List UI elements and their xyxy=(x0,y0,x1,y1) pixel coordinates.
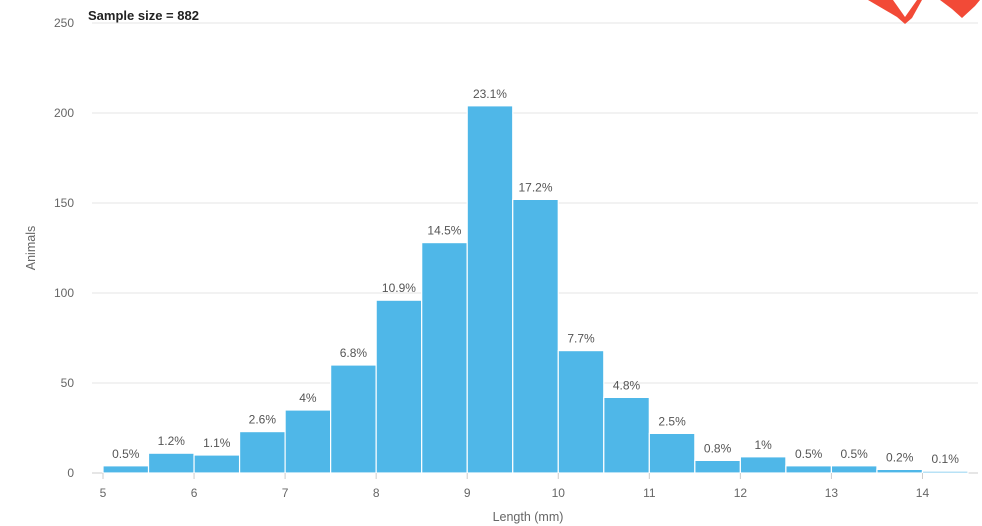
bar-percent-label: 14.5% xyxy=(427,224,461,238)
histogram-bar xyxy=(603,396,650,474)
bar-percent-label: 1% xyxy=(754,438,772,452)
bar-percent-label: 6.8% xyxy=(340,346,368,360)
histogram-bar xyxy=(876,468,924,474)
x-tick-label: 10 xyxy=(552,486,566,500)
y-tick-label: 250 xyxy=(54,16,74,30)
x-axis-title: Length (mm) xyxy=(493,510,564,524)
x-tick-label: 12 xyxy=(734,486,748,500)
y-tick-label: 150 xyxy=(54,196,74,210)
x-tick-label: 8 xyxy=(373,486,380,500)
histogram-bar xyxy=(512,198,559,474)
decorative-corner-shapes xyxy=(868,0,980,24)
histogram-bar xyxy=(557,350,605,474)
x-tick-label: 14 xyxy=(916,486,930,500)
bar-percent-label: 0.8% xyxy=(704,441,732,455)
histogram-bar xyxy=(238,431,286,474)
y-tick-label: 50 xyxy=(61,376,75,390)
chart-subtitle: Sample size = 882 xyxy=(88,8,199,23)
y-axis-title: Animals xyxy=(24,226,38,270)
x-axis-ticks: 5 6 7 8 9 10 11 12 13 14 xyxy=(100,473,930,500)
histogram-bar xyxy=(102,465,150,474)
histogram-bar xyxy=(466,105,514,474)
x-tick-label: 7 xyxy=(282,486,289,500)
bar-percent-label: 0.5% xyxy=(841,447,869,461)
y-axis-ticks: 0 50 100 150 200 250 xyxy=(54,16,74,480)
red-star-shape-right xyxy=(940,0,980,18)
bar-percent-label: 10.9% xyxy=(382,281,416,295)
histogram-bar xyxy=(421,242,468,474)
histogram-bar xyxy=(193,454,241,474)
histogram-bar xyxy=(785,465,833,474)
bar-percent-label: 0.1% xyxy=(932,452,960,466)
bar-percent-label: 4% xyxy=(299,391,317,405)
bar-percent-label: 1.1% xyxy=(203,436,231,450)
histogram-bar xyxy=(739,456,787,474)
x-tick-label: 9 xyxy=(464,486,471,500)
bar-percent-label: 7.7% xyxy=(567,332,595,346)
bar-percent-label: 4.8% xyxy=(613,378,641,392)
histogram-bar xyxy=(694,459,741,474)
histogram-bar xyxy=(375,299,423,474)
x-tick-label: 5 xyxy=(100,486,107,500)
y-tick-label: 0 xyxy=(67,466,74,480)
x-tick-label: 6 xyxy=(191,486,198,500)
histogram-bar xyxy=(648,432,696,474)
histogram-bar xyxy=(921,470,969,474)
bar-percent-label: 1.2% xyxy=(158,434,186,448)
y-tick-label: 200 xyxy=(54,106,74,120)
histogram-bar xyxy=(284,409,332,474)
bars xyxy=(102,105,969,474)
histogram-bar xyxy=(330,364,377,474)
data-labels: 0.5% 1.2% 1.1% 2.6% 4% 6.8% 10.9% 14.5% 23.1% 17.… xyxy=(112,87,959,466)
x-tick-label: 13 xyxy=(825,486,839,500)
bar-percent-label: 2.5% xyxy=(658,414,686,428)
bar-percent-label: 0.5% xyxy=(112,447,140,461)
bar-percent-label: 0.2% xyxy=(886,450,914,464)
bar-percent-label: 17.2% xyxy=(518,180,552,194)
y-tick-label: 100 xyxy=(54,286,74,300)
red-star-shape-left xyxy=(868,0,922,24)
histogram-bar xyxy=(830,465,878,474)
bar-percent-label: 23.1% xyxy=(473,87,507,101)
x-tick-label: 11 xyxy=(643,486,656,500)
bar-percent-label: 0.5% xyxy=(795,447,823,461)
bar-percent-label: 2.6% xyxy=(249,413,277,427)
histogram-bar xyxy=(147,452,195,474)
